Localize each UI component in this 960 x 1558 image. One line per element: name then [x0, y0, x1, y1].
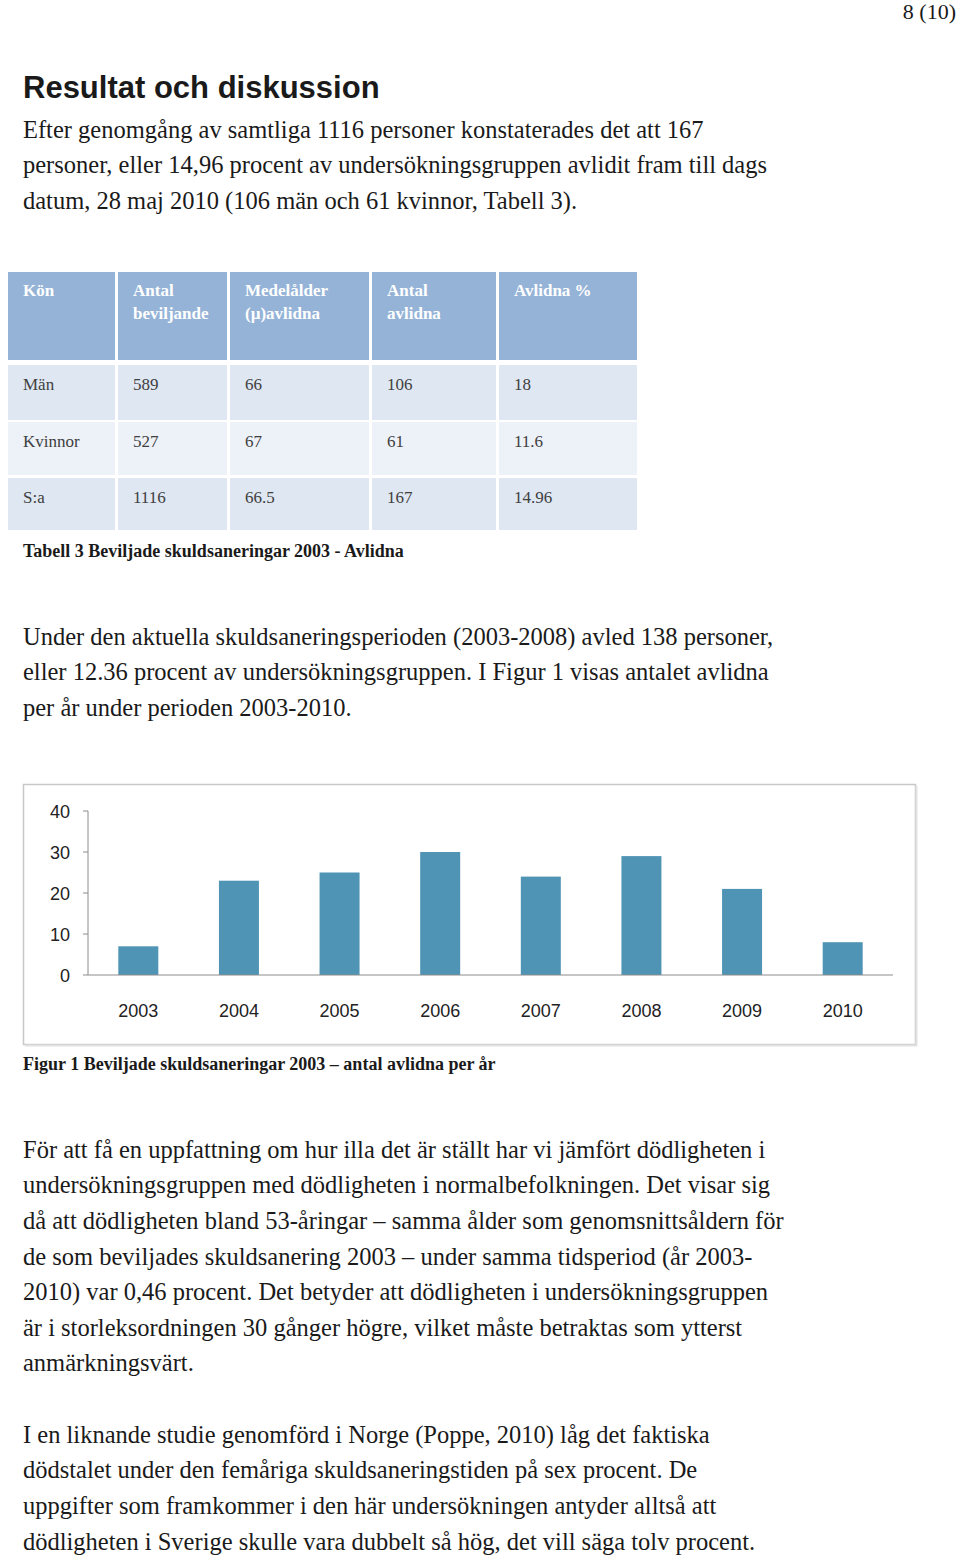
table-cell-text: 14.96 — [514, 486, 552, 510]
x-tick-label: 2004 — [219, 1001, 259, 1021]
table-header-text: Antal — [133, 279, 174, 303]
heading: Resultat och diskussion — [23, 66, 380, 109]
table-cell-text: 67 — [245, 430, 262, 454]
table-header-text: Avlidna % — [514, 279, 592, 303]
bar — [219, 881, 259, 975]
paragraph-line: dödligheten i Sverige skulle vara dubbel… — [23, 1525, 755, 1558]
paragraph-line: datum, 28 maj 2010 (106 män och 61 kvinn… — [23, 184, 577, 218]
table-cell-text: Kvinnor — [23, 430, 80, 454]
table-cell-text: 61 — [387, 430, 404, 454]
bar — [320, 873, 360, 976]
y-tick-label: 20 — [50, 884, 70, 904]
paragraph-line: undersökningsgruppen med dödligheten i n… — [23, 1168, 770, 1202]
paragraph-line: uppgifter som framkommer i den här under… — [23, 1489, 716, 1523]
frame-shadow — [25, 1045, 917, 1047]
y-tick — [83, 975, 88, 976]
table-cell-text: 527 — [133, 430, 159, 454]
table-cell-text: 167 — [387, 486, 413, 510]
figure-caption: Figur 1 Beviljade skuldsaneringar 2003 –… — [23, 1052, 496, 1077]
paragraph-line: är i storleksordningen 30 gånger högre, … — [23, 1311, 742, 1345]
x-tick-label: 2006 — [420, 1001, 460, 1021]
y-tick — [83, 934, 88, 935]
x-tick-label: 2009 — [722, 1001, 762, 1021]
table-cell-text: 66.5 — [245, 486, 275, 510]
bars — [118, 852, 862, 975]
y-tick-label: 0 — [60, 966, 70, 986]
bar — [823, 942, 863, 975]
paragraph-line: eller 12.36 procent av undersökningsgrup… — [23, 655, 769, 689]
x-tick-label: 2010 — [823, 1001, 863, 1021]
table-header-text: Kön — [23, 279, 54, 303]
table-cell-text: 66 — [245, 373, 262, 397]
paragraph-line: dödstalet under den femåriga skuldsaneri… — [23, 1453, 697, 1487]
paragraph-line: För att få en uppfattning om hur illa de… — [23, 1133, 765, 1167]
y-tick — [83, 852, 88, 853]
paragraph-line: anmärkningsvärt. — [23, 1346, 194, 1380]
paragraph-line: de som beviljades skuldsanering 2003 – u… — [23, 1240, 752, 1274]
y-tick-label: 40 — [50, 802, 70, 822]
x-axis — [88, 975, 893, 976]
x-tick-label: 2008 — [621, 1001, 661, 1021]
y-tick — [83, 893, 88, 894]
bar — [118, 946, 158, 975]
table-header-text: Antal — [387, 279, 428, 303]
table-header-text: Medelålder — [245, 279, 328, 303]
chart-frame — [24, 785, 916, 1045]
x-tick-label: 2005 — [320, 1001, 360, 1021]
paragraph-line: då att dödligheten bland 53-åringar – sa… — [23, 1204, 784, 1238]
bar — [420, 852, 460, 975]
y-tick-label: 30 — [50, 843, 70, 863]
frame-shadow — [916, 786, 918, 1046]
bar — [621, 856, 661, 975]
bar — [521, 877, 561, 975]
paragraph-line: personer, eller 14,96 procent av undersö… — [23, 148, 767, 182]
paragraph-line: I en liknande studie genomförd i Norge (… — [23, 1418, 710, 1452]
y-tick — [83, 811, 88, 812]
table-cell-text: Män — [23, 373, 54, 397]
y-tick-label: 10 — [50, 925, 70, 945]
chart: 0 10 20 30 40 2003 2004 2005 2006 2007 2008 2009 201… — [22, 783, 918, 1047]
bar — [722, 889, 762, 975]
table-header-text: avlidna — [387, 302, 441, 326]
table-cell-text: 589 — [133, 373, 159, 397]
x-tick-label: 2003 — [118, 1001, 158, 1021]
table-header-text: (µ)avlidna — [245, 302, 320, 326]
table-header-text: beviljande — [133, 302, 209, 326]
table-caption: Tabell 3 Beviljade skuldsaneringar 2003 … — [23, 539, 404, 564]
page-number: 8 (10) — [903, 0, 956, 27]
paragraph-line: per år under perioden 2003-2010. — [23, 691, 352, 725]
table-cell-text: 11.6 — [514, 430, 543, 454]
table-cell-text: 18 — [514, 373, 531, 397]
paragraph-line: Under den aktuella skuldsaneringsperiode… — [23, 620, 773, 654]
table-cell-text: 1116 — [133, 486, 166, 510]
table-cell-text: 106 — [387, 373, 413, 397]
paragraph-line: Efter genomgång av samtliga 1116 persone… — [23, 113, 704, 147]
x-tick-label: 2007 — [521, 1001, 561, 1021]
paragraph-line: 2010) var 0,46 procent. Det betyder att … — [23, 1275, 768, 1309]
table-cell-text: S:a — [23, 486, 45, 510]
